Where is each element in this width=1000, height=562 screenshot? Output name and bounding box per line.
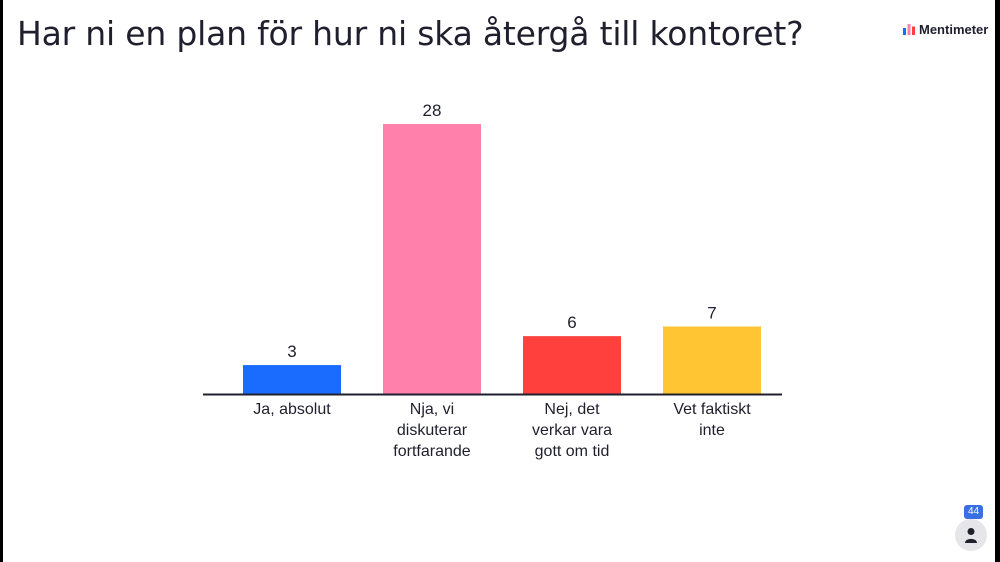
value-label-3: 6 bbox=[567, 313, 576, 332]
responses-count-badge: 44 bbox=[964, 505, 983, 519]
value-label-1: 3 bbox=[287, 342, 296, 361]
value-label-2: 28 bbox=[423, 101, 442, 120]
mentimeter-logo-icon bbox=[903, 24, 915, 35]
bar-chart: 3 Ja, absolut 28 Nja, vi diskuterar fortfaran… bbox=[203, 101, 782, 460]
slide: Har ni en plan för hur ni ska återgå til… bbox=[3, 0, 995, 562]
responses-indicator[interactable]: 44 bbox=[953, 505, 989, 553]
category-label-1: Ja, absolut bbox=[253, 401, 331, 418]
category-label-4: Vet faktiskt inte bbox=[673, 401, 751, 439]
category-label-2: Nja, vi diskuterar fortfarande bbox=[393, 401, 470, 460]
value-label-4: 7 bbox=[707, 304, 716, 323]
category-label-3: Nej, det verkar vara gott om tid bbox=[532, 401, 612, 460]
bar-1 bbox=[243, 365, 341, 394]
brand: Mentimeter bbox=[903, 22, 988, 37]
person-icon bbox=[955, 519, 987, 551]
brand-name: Mentimeter bbox=[919, 22, 989, 37]
bar-4 bbox=[663, 326, 761, 394]
bar-2 bbox=[383, 124, 481, 394]
page-title: Har ni en plan för hur ni ska återgå til… bbox=[17, 14, 804, 53]
bar-3 bbox=[523, 336, 621, 394]
